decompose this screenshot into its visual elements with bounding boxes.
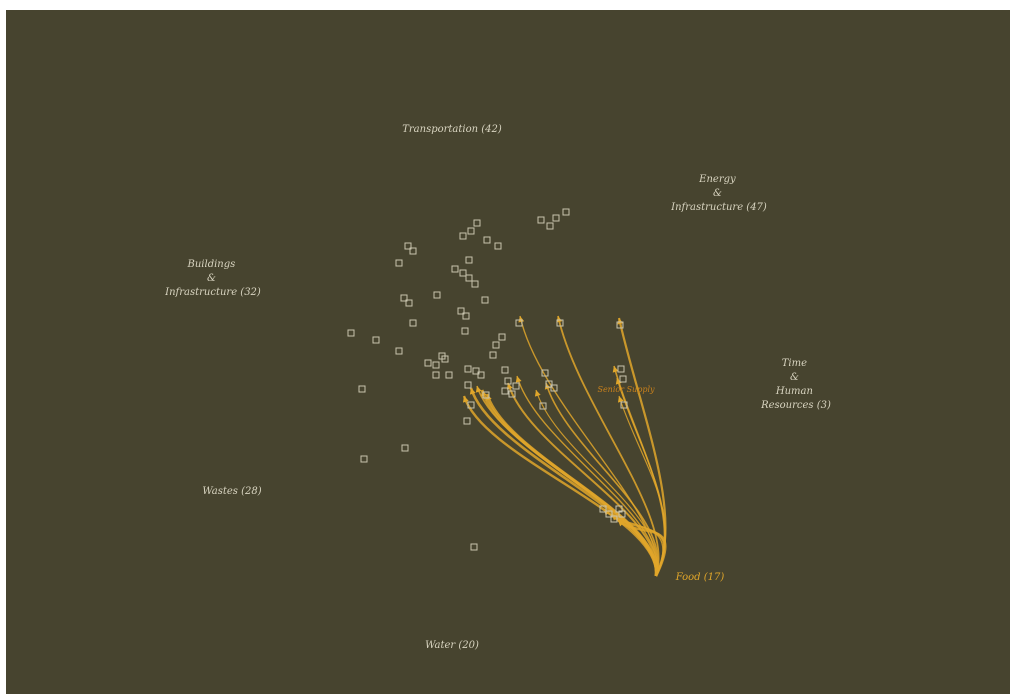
node-11 [395,259,403,267]
node-3 [552,214,560,222]
node-54 [358,385,366,393]
node-1 [537,216,545,224]
label-transportation: Transportation (42) [402,124,502,135]
node-50 [467,401,475,409]
link-9 [519,315,658,577]
link-4 [476,385,657,577]
node-56 [360,455,368,463]
node-45 [550,384,558,392]
node-22 [462,312,470,320]
label-energy: Energy & Infrastructure (47) [670,174,767,213]
node-29 [489,351,497,359]
link-10 [557,315,660,577]
node-20 [481,296,489,304]
node-49 [482,391,490,399]
node-64 [619,375,627,383]
label-wastes: Wastes (28) [202,486,261,497]
arrowhead-10 [556,316,563,323]
node-53 [463,417,471,425]
node-46 [501,387,509,395]
node-66 [556,319,564,327]
arrowhead-9 [518,316,525,323]
label-water: Water (20) [425,640,479,651]
node-67 [515,319,523,327]
node-8 [494,242,502,250]
node-39 [477,371,485,379]
label-time: Time & Human Resources (3) [760,358,831,411]
link-2 [480,389,658,577]
arrowhead-12 [612,366,619,373]
node-41 [504,377,512,385]
node-40 [501,366,509,374]
node-23 [409,319,417,327]
node-6 [459,232,467,240]
node-18 [400,294,408,302]
node-57 [470,543,478,551]
arrowhead-0 [462,396,469,403]
node-34 [441,355,449,363]
node-44 [545,380,553,388]
node-59 [605,510,613,518]
node-58 [599,505,607,513]
link-layer [462,315,667,577]
node-62 [618,510,626,518]
node-65 [616,321,624,329]
arrowhead-4 [475,386,482,393]
node-55 [401,444,409,452]
node-5 [467,227,475,235]
network-diagram: Transportation (42) Energy & Infrastruct… [6,10,1010,694]
node-52 [620,401,628,409]
link-7 [535,389,659,577]
arrowhead-2 [480,390,487,397]
node-4 [473,219,481,227]
node-28 [492,341,500,349]
node-10 [409,247,417,255]
node-33 [432,361,440,369]
node-30 [395,347,403,355]
link-3 [485,393,658,577]
node-2 [546,222,554,230]
node-51 [539,402,547,410]
arrowhead-11 [617,318,624,325]
node-14 [459,269,467,277]
node-35 [432,371,440,379]
link-5 [507,382,658,577]
network-svg: Transportation (42) Energy & Infrastruct… [164,124,831,651]
node-42 [512,382,520,390]
node-0 [562,208,570,216]
link-6 [516,375,658,577]
node-9 [404,242,412,250]
node-24 [347,329,355,337]
link-8 [545,382,659,577]
node-48 [464,381,472,389]
arrowhead-13 [615,378,622,385]
node-43 [541,369,549,377]
node-16 [471,280,479,288]
arrowhead-6 [515,376,522,383]
node-7 [483,236,491,244]
node-13 [451,265,459,273]
label-senior-supply: Senior Supply [597,385,655,394]
node-layer [347,208,628,551]
node-60 [610,515,618,523]
node-36 [445,371,453,379]
node-38 [472,367,480,375]
node-37 [464,365,472,373]
node-32 [424,359,432,367]
label-food: Food (17) [675,572,725,583]
node-19 [405,299,413,307]
node-21 [457,307,465,315]
arrowhead-1 [469,388,476,395]
node-15 [465,274,473,282]
arrowhead-7 [534,390,541,397]
node-27 [498,333,506,341]
node-25 [372,336,380,344]
arrowhead-14 [617,396,624,403]
node-47 [508,390,516,398]
label-buildings: Buildings & Infrastructure (32) [164,259,261,298]
node-12 [465,256,473,264]
node-63 [617,365,625,373]
node-26 [461,327,469,335]
node-17 [433,291,441,299]
